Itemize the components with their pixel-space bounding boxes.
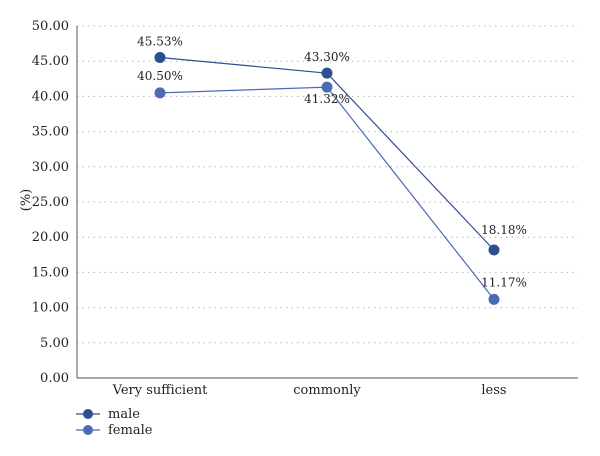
data-point-male <box>154 51 166 63</box>
series-line-female <box>159 86 495 300</box>
y-axis-label: (%) <box>19 189 34 212</box>
data-point-female <box>321 81 333 93</box>
y-tick-label: 40.00 <box>32 89 69 104</box>
y-tick-label: 20.00 <box>32 230 69 245</box>
y-tick-label: 50.00 <box>32 19 69 34</box>
x-tick-label: Very sufficient <box>112 383 209 398</box>
legend-marker <box>83 425 93 435</box>
data-label-female: 11.17% <box>481 275 527 289</box>
y-tick-label: 30.00 <box>32 160 69 175</box>
legend-item-male: male <box>76 407 140 422</box>
y-tick-label: 45.00 <box>32 54 69 69</box>
series-male: 45.53% 43.30% 18.18% <box>137 34 527 256</box>
data-label-male: 18.18% <box>481 223 527 237</box>
data-point-male <box>321 67 333 79</box>
y-tick-label: 10.00 <box>32 301 69 316</box>
legend-label: female <box>108 423 153 438</box>
data-point-male <box>488 244 500 256</box>
series-group: 45.53% 43.30% 18.18% 40.50% 41.32% 11.17% <box>137 34 527 305</box>
data-label-male: 43.30% <box>304 50 350 64</box>
data-point-female <box>488 293 500 305</box>
data-point-female <box>154 87 166 99</box>
y-tick-label: 15.00 <box>32 265 69 280</box>
axes <box>76 26 578 379</box>
data-label-male: 45.53% <box>137 34 183 48</box>
legend-marker <box>83 409 93 419</box>
x-tick-label: commonly <box>293 383 361 398</box>
data-label-female: 40.50% <box>137 69 183 83</box>
y-tick-label: 35.00 <box>32 125 69 140</box>
y-tick-label: 5.00 <box>40 336 69 351</box>
x-tick-label: less <box>481 383 506 398</box>
series-female: 40.50% 41.32% 11.17% <box>137 69 527 305</box>
y-tick-label: 25.00 <box>32 195 69 210</box>
data-label-female: 41.32% <box>304 92 350 106</box>
legend-item-female: female <box>76 423 153 438</box>
x-tick-labels: Very sufficient commonly less <box>112 383 507 398</box>
legend-label: male <box>108 407 140 422</box>
y-tick-labels: 0.00 5.00 10.00 15.00 20.00 25.00 30.00 35.00 40… <box>32 19 69 386</box>
y-tick-label: 0.00 <box>40 371 69 386</box>
